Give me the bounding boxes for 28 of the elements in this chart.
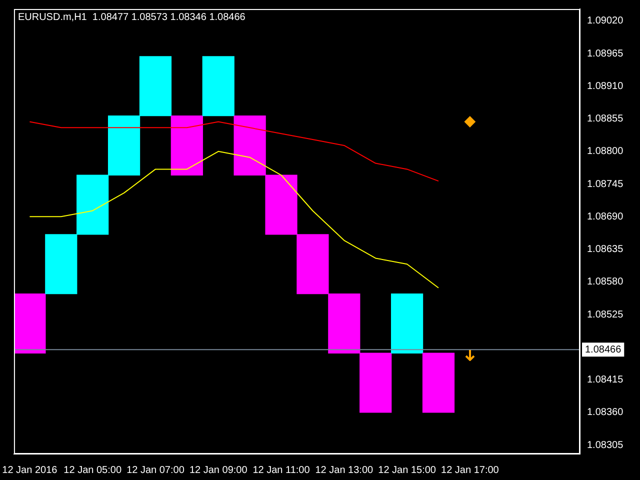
x-tick-label: 12 Jan 07:00 (126, 464, 185, 476)
x-tick-label: 12 Jan 15:00 (378, 464, 436, 476)
x-tick-label: 12 Jan 17:00 (441, 464, 500, 476)
y-tick-label: 1.08910 (587, 80, 624, 92)
y-tick-label: 1.08690 (587, 211, 624, 222)
x-tick-label: 12 Jan 13:00 (315, 464, 374, 476)
bar (14, 293, 46, 354)
x-tick-label: 12 Jan 2016 (2, 464, 58, 476)
y-tick-label: 1.08800 (587, 146, 624, 158)
bar (170, 115, 203, 176)
x-tick-label: 12 Jan 05:00 (64, 464, 122, 476)
y-tick-label: 1.08305 (587, 440, 624, 451)
y-tick-label: 1.08745 (587, 178, 624, 190)
y-tick-label: 1.09020 (587, 16, 624, 27)
x-tick-label: 12 Jan 09:00 (189, 464, 248, 476)
y-tick-label: 1.08965 (587, 48, 624, 60)
bar (390, 293, 424, 354)
chart-title: EURUSD.m,H1 1.08477 1.08573 1.08346 1.08466 (18, 12, 246, 23)
ref-line-label: 1.08466 (585, 344, 622, 356)
bar (202, 56, 234, 116)
y-tick-label: 1.08580 (587, 276, 624, 288)
y-tick-label: 1.08360 (587, 407, 624, 418)
x-tick-label: 12 Jan 11:00 (252, 464, 310, 476)
y-tick-label: 1.08525 (587, 309, 624, 320)
y-tick-label: 1.08415 (587, 374, 624, 386)
y-tick-label: 1.08855 (587, 114, 624, 125)
bar (422, 352, 455, 413)
y-tick-label: 1.08635 (587, 244, 624, 256)
